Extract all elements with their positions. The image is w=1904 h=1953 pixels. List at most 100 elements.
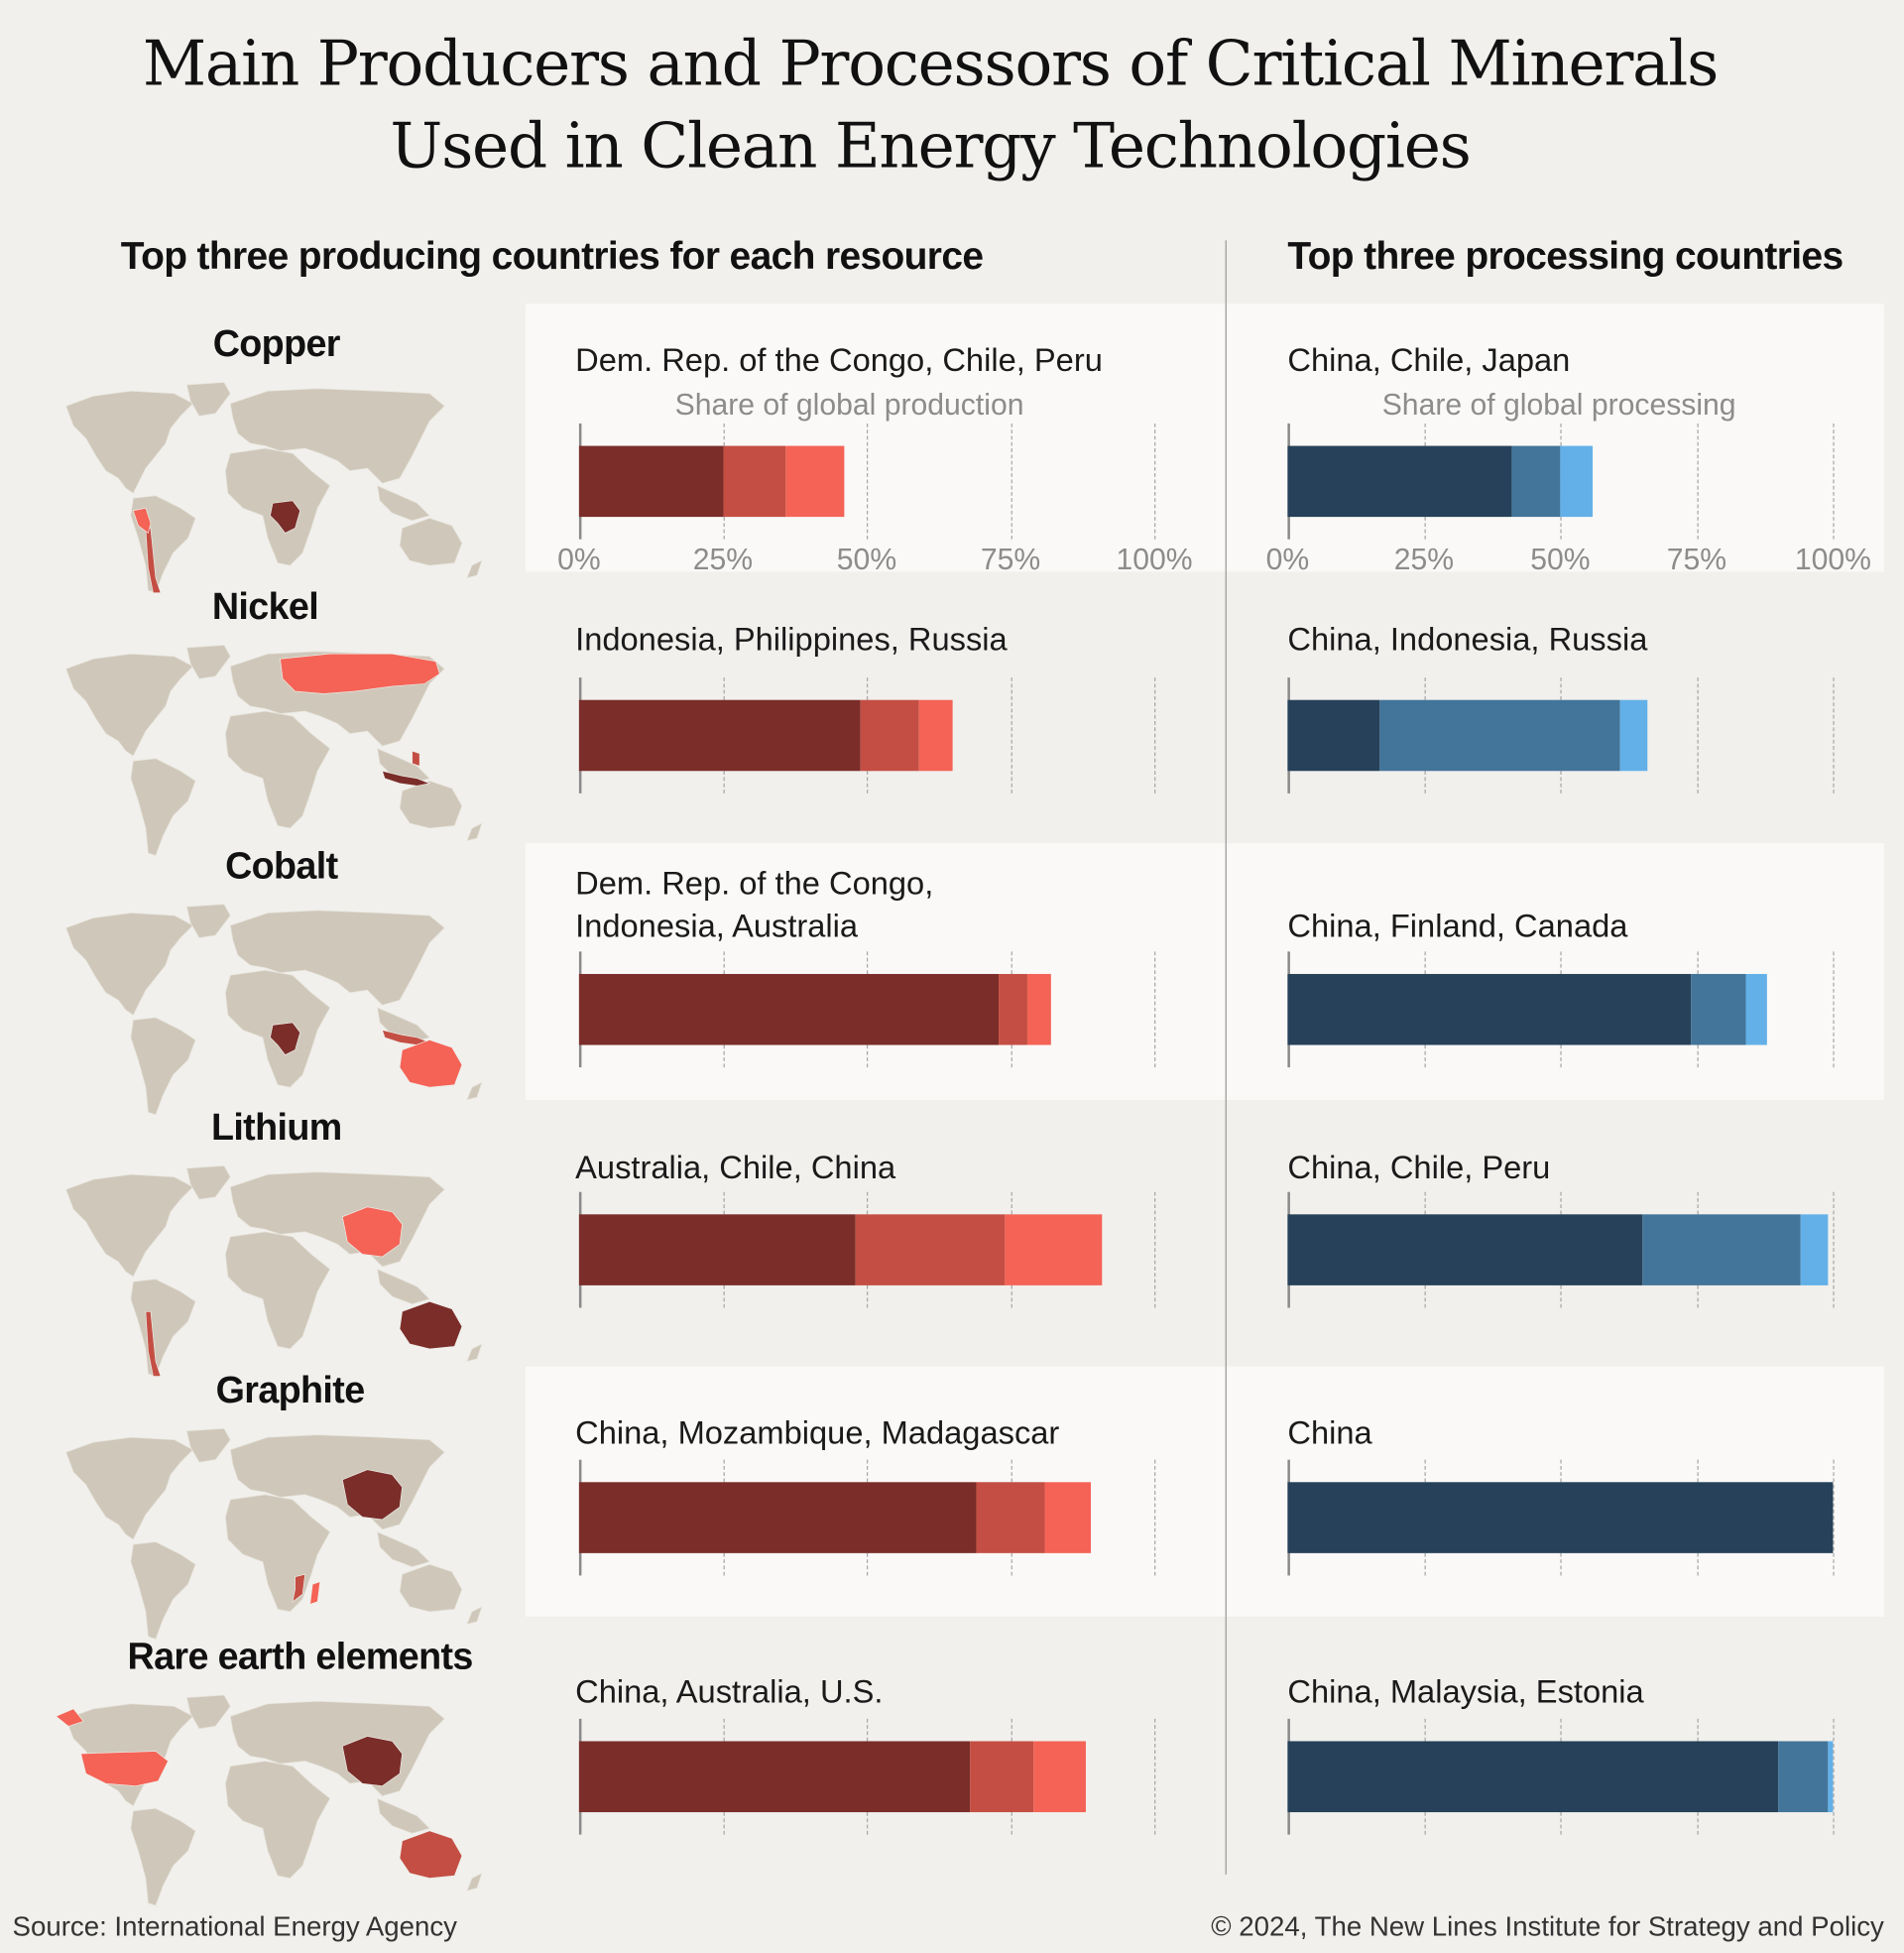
- mineral-label: Rare earth elements: [127, 1636, 474, 1678]
- processing-heading: Top three processing countries: [1287, 234, 1844, 279]
- greenland-landmass: [185, 1164, 231, 1200]
- gridline: [1833, 951, 1835, 1068]
- world-map: [65, 382, 483, 594]
- production-countries: Dem. Rep. of the Congo, Indonesia, Austr…: [575, 864, 934, 944]
- gridline: [1833, 1191, 1835, 1308]
- europe-asia-landmass: [229, 388, 445, 484]
- highlight-china: [341, 1469, 403, 1521]
- tick-label: 50%: [836, 543, 897, 577]
- australia-landmass: [399, 517, 463, 566]
- tick-label: 100%: [1794, 543, 1871, 577]
- gridline: [1833, 1459, 1835, 1576]
- gridline: [1154, 1718, 1156, 1835]
- processing-bar-segment-1: [1287, 445, 1511, 518]
- mineral-label: Copper: [212, 323, 341, 365]
- copyright-note: © 2024, The New Lines Institute for Stra…: [1211, 1910, 1884, 1942]
- mineral-label: Cobalt: [225, 845, 338, 888]
- processing-bar-segment-3: [1800, 1214, 1828, 1285]
- production-bar-segment-3: [1005, 1214, 1103, 1285]
- greenland-landmass: [185, 382, 231, 417]
- processing-bar-segment-1: [1287, 1741, 1779, 1813]
- europe-asia-landmass: [229, 910, 445, 1006]
- north-america-landmass: [65, 1173, 194, 1278]
- south-america-landmass: [130, 1017, 196, 1116]
- gridline: [1833, 677, 1835, 793]
- gridline: [1011, 423, 1012, 540]
- production-bar-segment-2: [855, 1214, 1006, 1285]
- new-zealand-landmass: [466, 559, 483, 579]
- production-countries: China, Mozambique, Madagascar: [575, 1413, 1060, 1451]
- processing-countries: China, Finland, Canada: [1287, 907, 1628, 944]
- world-map: [65, 1164, 483, 1378]
- processing-countries: China, Chile, Japan: [1287, 341, 1571, 379]
- highlight-chile: [145, 1310, 162, 1377]
- gridline: [1154, 677, 1156, 793]
- processing-countries: China, Chile, Peru: [1287, 1148, 1551, 1186]
- highlight-china: [341, 1736, 403, 1787]
- production-bar-segment-1: [578, 445, 723, 518]
- production-bar-segment-3: [918, 699, 953, 772]
- australia-landmass: [399, 780, 463, 829]
- tick-label: 50%: [1530, 543, 1591, 577]
- highlight-australia: [399, 1300, 463, 1350]
- highlight-australia: [399, 1830, 463, 1879]
- gridline: [1154, 423, 1156, 540]
- production-countries: Australia, Chile, China: [575, 1148, 896, 1186]
- row-panel: [525, 304, 1884, 572]
- highlight-peru: [132, 507, 152, 534]
- greenland-landmass: [185, 1694, 231, 1730]
- production-bar-segment-1: [578, 1482, 977, 1553]
- south-america-landmass: [130, 1279, 196, 1378]
- world-map: [65, 1427, 483, 1640]
- gridline: [1154, 1191, 1156, 1308]
- production-bar-segment-3: [1027, 973, 1051, 1045]
- processing-bar-segment-2: [1641, 1214, 1801, 1285]
- highlight-usa: [55, 1708, 169, 1786]
- processing-bar-segment-3: [1827, 1741, 1834, 1813]
- gridline: [1696, 677, 1699, 793]
- production-caption: Share of global production: [674, 388, 1024, 423]
- tick-label: 75%: [980, 543, 1041, 577]
- mineral-label: Nickel: [211, 586, 319, 628]
- highlight-drc: [270, 500, 300, 534]
- processing-bar-segment-2: [1691, 973, 1746, 1045]
- greenland-landmass: [185, 1427, 231, 1463]
- world-map: [65, 904, 483, 1116]
- world-map: [65, 645, 483, 857]
- new-zealand-landmass: [466, 1872, 483, 1892]
- processing-caption: Share of global processing: [1381, 388, 1736, 423]
- production-bar-segment-2: [999, 973, 1028, 1045]
- north-america-landmass: [65, 653, 194, 757]
- gridline: [1833, 423, 1835, 540]
- southeast-asia-landmass: [376, 1268, 430, 1305]
- tick-label: 75%: [1666, 543, 1727, 577]
- new-zealand-landmass: [466, 822, 483, 842]
- tick-label: 25%: [1393, 543, 1455, 577]
- production-bar-segment-1: [578, 699, 862, 772]
- south-america-landmass: [130, 1807, 196, 1906]
- gridline: [1696, 423, 1699, 540]
- processing-bar-segment-1: [1287, 1482, 1834, 1553]
- processing-countries: China, Malaysia, Estonia: [1287, 1672, 1644, 1711]
- production-bar-segment-2: [722, 445, 786, 518]
- production-bar-segment-2: [976, 1482, 1045, 1553]
- tick-label: 0%: [557, 543, 601, 577]
- production-bar-segment-2: [970, 1741, 1034, 1813]
- gridline: [1154, 1459, 1156, 1576]
- mineral-label: Graphite: [215, 1370, 366, 1411]
- highlight-russia: [280, 653, 440, 694]
- gridline: [1154, 951, 1156, 1068]
- southeast-asia-landmass: [376, 1530, 430, 1568]
- processing-bar-segment-3: [1560, 445, 1594, 518]
- africa-landmass: [224, 1761, 331, 1880]
- processing-countries: China: [1287, 1413, 1372, 1451]
- source-note: Source: International Energy Agency: [12, 1910, 457, 1942]
- highlight-mozambique: [292, 1573, 306, 1603]
- tick-label: 0%: [1265, 543, 1310, 577]
- production-countries: Indonesia, Philippines, Russia: [575, 620, 1008, 659]
- processing-bar-segment-2: [1778, 1741, 1828, 1813]
- south-america-landmass: [130, 758, 196, 857]
- row-panel: [525, 843, 1884, 1100]
- gridline: [866, 423, 869, 540]
- new-zealand-landmass: [466, 1606, 483, 1625]
